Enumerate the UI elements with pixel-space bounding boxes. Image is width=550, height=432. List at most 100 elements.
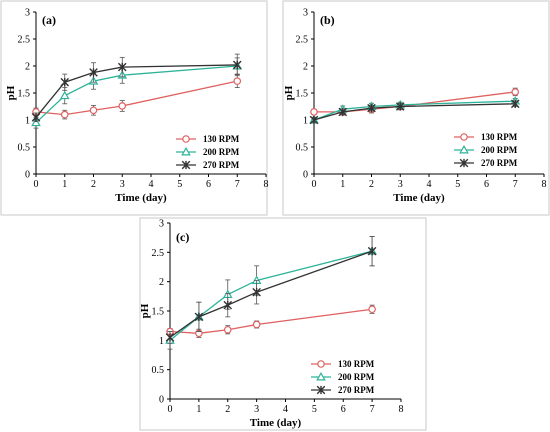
y-tick-label: 2 <box>159 277 164 288</box>
y-axis-title: pH <box>139 303 151 318</box>
data-point <box>367 246 377 256</box>
legend-marker <box>460 133 468 141</box>
data-point <box>310 108 318 116</box>
legend-marker <box>317 360 325 368</box>
y-axis-title: pH <box>283 85 295 100</box>
data-point <box>395 102 405 111</box>
y-tick-label: 2.5 <box>18 35 31 46</box>
panel-label: (c) <box>176 230 189 244</box>
x-tick-label: 6 <box>484 179 489 190</box>
y-tick-label: 1 <box>159 336 164 347</box>
series-line <box>169 250 373 338</box>
x-tick-label: 0 <box>168 404 173 415</box>
legend-label: 270 RPM <box>338 385 375 395</box>
legend-marker <box>181 160 191 170</box>
y-tick-label: 0 <box>303 170 308 181</box>
series-line <box>35 64 238 118</box>
x-axis-title: Time (day) <box>393 192 445 204</box>
legend-label: 270 RPM <box>481 158 518 168</box>
data-point <box>367 103 376 113</box>
panel-label: (a) <box>42 13 56 27</box>
data-point <box>59 90 70 100</box>
data-point <box>117 62 127 72</box>
legend-entry: 130 RPM <box>454 132 518 142</box>
panel-c-frame <box>139 217 427 431</box>
series-130-rpm <box>32 74 242 120</box>
x-tick-label: 7 <box>370 404 375 415</box>
legend-entry: 130 RPM <box>176 134 240 144</box>
x-tick-label: 1 <box>196 404 201 415</box>
series-line <box>169 250 373 341</box>
legend-marker <box>182 135 190 143</box>
x-tick-label: 1 <box>62 179 67 190</box>
legend-marker <box>459 144 469 154</box>
y-tick-label: 1.5 <box>296 89 309 100</box>
y-tick-label: 2.5 <box>296 35 309 46</box>
legend-label: 130 RPM <box>481 132 518 142</box>
y-tick-label: 3 <box>159 219 164 230</box>
y-tick-label: 0.5 <box>152 365 165 376</box>
x-axis-title: Time (day) <box>250 417 302 429</box>
legend-entry: 270 RPM <box>176 160 240 170</box>
legend-marker <box>181 146 191 156</box>
x-tick-label: 3 <box>398 179 403 190</box>
x-tick-label: 7 <box>513 179 518 190</box>
legend-marker <box>459 158 469 168</box>
y-tick-label: 3 <box>303 8 308 19</box>
x-tick-label: 8 <box>399 404 404 415</box>
series-270-rpm <box>309 99 520 125</box>
x-tick-label: 0 <box>312 179 317 190</box>
data-point <box>31 113 41 122</box>
data-point <box>194 312 204 322</box>
x-tick-label: 4 <box>427 179 432 190</box>
y-tick-label: 1 <box>303 116 308 127</box>
data-point <box>60 77 70 87</box>
data-point <box>252 320 261 329</box>
x-tick-label: 5 <box>312 404 317 415</box>
x-tick-label: 4 <box>149 179 154 190</box>
x-tick-label: 6 <box>206 179 211 190</box>
data-point <box>368 305 376 314</box>
data-point <box>31 117 41 127</box>
legend-entry: 200 RPM <box>176 146 240 157</box>
panel-b-frame <box>282 0 550 216</box>
data-point <box>309 115 319 125</box>
x-tick-label: 4 <box>283 404 288 415</box>
legend-label: 130 RPM <box>203 134 240 144</box>
data-point <box>89 68 98 77</box>
data-point <box>338 107 348 117</box>
legend-entry: 270 RPM <box>454 158 518 168</box>
y-tick-label: 0 <box>159 395 164 406</box>
data-point <box>510 99 520 109</box>
legend-entry: 270 RPM <box>311 385 375 395</box>
data-point <box>252 287 261 297</box>
x-tick-label: 2 <box>91 179 96 190</box>
x-tick-label: 1 <box>340 179 345 190</box>
data-point <box>60 110 69 119</box>
y-tick-label: 1.5 <box>152 307 165 318</box>
legend-label: 200 RPM <box>481 145 518 155</box>
x-tick-label: 3 <box>120 179 125 190</box>
x-tick-label: 8 <box>264 179 269 190</box>
y-tick-label: 2 <box>25 62 30 73</box>
y-tick-label: 1.5 <box>18 89 31 100</box>
panel-a-frame <box>0 0 268 216</box>
y-axis-title: pH <box>5 85 17 100</box>
legend-marker <box>316 371 326 381</box>
y-tick-label: 2.5 <box>152 248 165 259</box>
legend-entry: 130 RPM <box>311 359 375 369</box>
data-point <box>223 300 233 310</box>
series-130-rpm <box>166 304 376 338</box>
x-tick-label: 0 <box>34 179 39 190</box>
data-point <box>118 102 127 110</box>
legend-label: 270 RPM <box>203 160 240 170</box>
data-point <box>233 77 242 85</box>
x-tick-label: 8 <box>542 179 547 190</box>
chart-panel-a: 0 1 2 3 4 5 6 7 8 0 0.5 1 1.5 2 2.5 3 Time (day) pH (a) 130… <box>5 8 269 205</box>
series-270-rpm <box>165 236 377 344</box>
y-tick-label: 1 <box>25 116 30 127</box>
chart-panel-b: 0 1 2 3 4 5 6 7 8 0 0.5 1 1.5 2 2.5 3 Time (day) pH (b) 130… <box>283 8 547 205</box>
x-axis-title: Time (day) <box>115 192 167 204</box>
x-tick-label: 2 <box>225 404 230 415</box>
